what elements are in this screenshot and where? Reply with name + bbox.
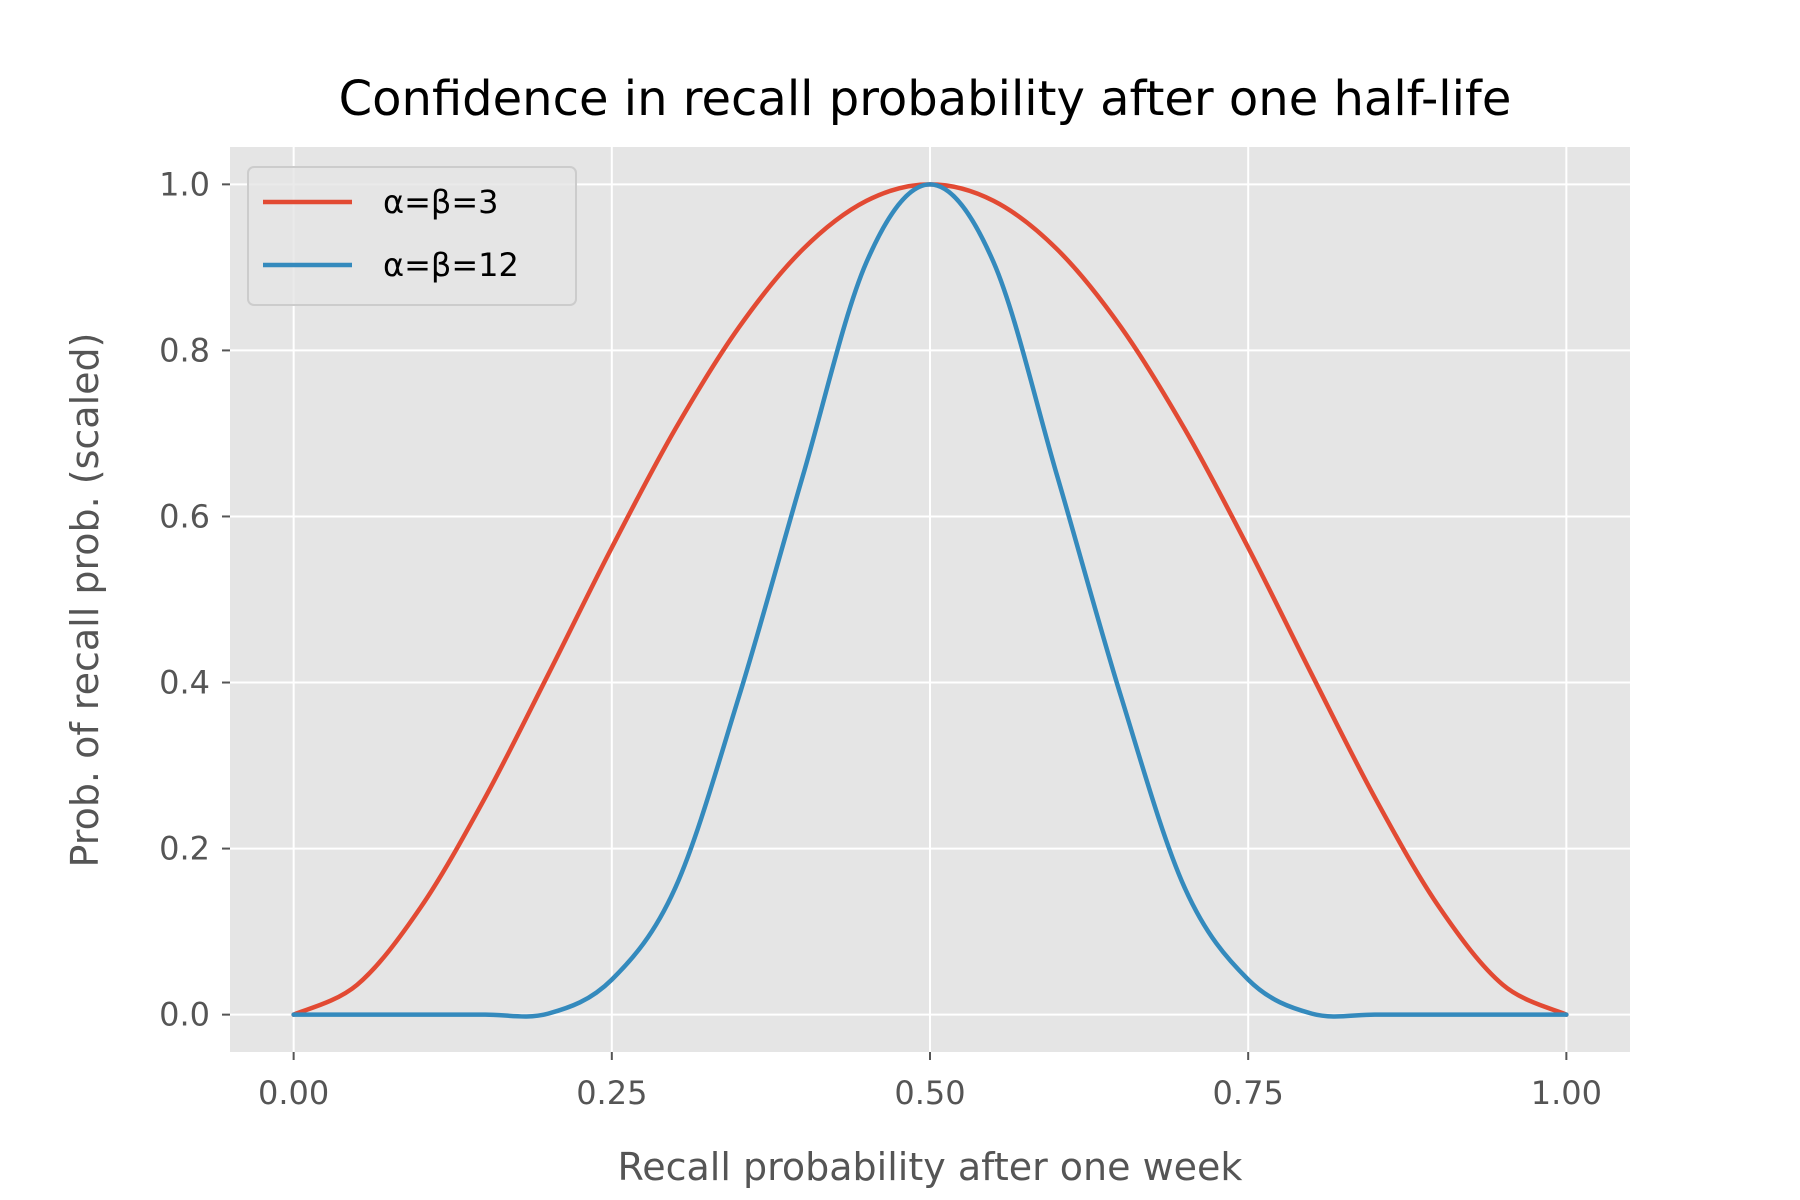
y-tick-label: 0.2: [159, 830, 210, 868]
y-tick-label: 1.0: [159, 165, 210, 203]
y-tick-label: 0.8: [159, 331, 210, 369]
y-tick-label: 0.4: [159, 664, 210, 702]
legend: α=β=3 α=β=12: [247, 166, 577, 306]
y-tick-label: 0.0: [159, 996, 210, 1034]
x-axis-label: Recall probability after one week: [618, 1145, 1243, 1189]
x-tick-label: 0.00: [258, 1074, 329, 1112]
axis-ticks: 0.00 0.25 0.50 0.75 1.00 0.0 0.2 0.4 0.6 0.8 1.0: [159, 165, 1602, 1112]
x-tick-label: 0.50: [894, 1074, 965, 1112]
x-tick-label: 0.75: [1213, 1074, 1284, 1112]
x-tick-label: 0.25: [576, 1074, 647, 1112]
legend-label-1: α=β=3: [383, 183, 499, 221]
y-tick-label: 0.6: [159, 497, 210, 535]
legend-label-2: α=β=12: [383, 246, 519, 284]
series-line-2: [291, 182, 1569, 1019]
y-axis-label: Prob. of recall prob. (scaled): [63, 333, 107, 868]
x-tick-label: 1.00: [1531, 1074, 1602, 1112]
chart-title: Confidence in recall probability after o…: [339, 71, 1512, 127]
series-lines: [291, 182, 1569, 1019]
